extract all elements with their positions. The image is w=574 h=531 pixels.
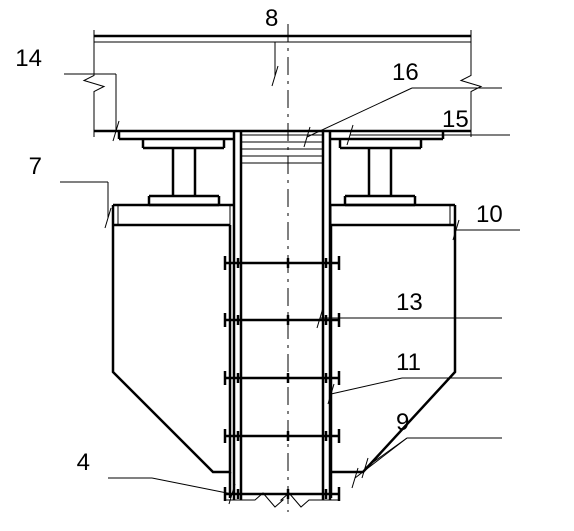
diagram-line — [365, 438, 407, 468]
label-8: 8 — [265, 5, 278, 32]
label-11: 11 — [396, 349, 421, 376]
diagram-line — [331, 378, 402, 394]
label-15: 15 — [442, 106, 469, 133]
label-14: 14 — [15, 45, 42, 72]
label-4: 4 — [77, 449, 90, 476]
label-10: 10 — [476, 201, 503, 228]
diagram-line — [113, 225, 230, 472]
label-7: 7 — [29, 153, 42, 180]
label-13: 13 — [396, 289, 423, 316]
label-9: 9 — [396, 409, 409, 436]
diagram-line — [152, 478, 232, 494]
label-16: 16 — [392, 59, 419, 86]
diagram-line — [307, 88, 412, 137]
diagram-line — [84, 30, 104, 137]
diagram-line — [331, 225, 455, 472]
